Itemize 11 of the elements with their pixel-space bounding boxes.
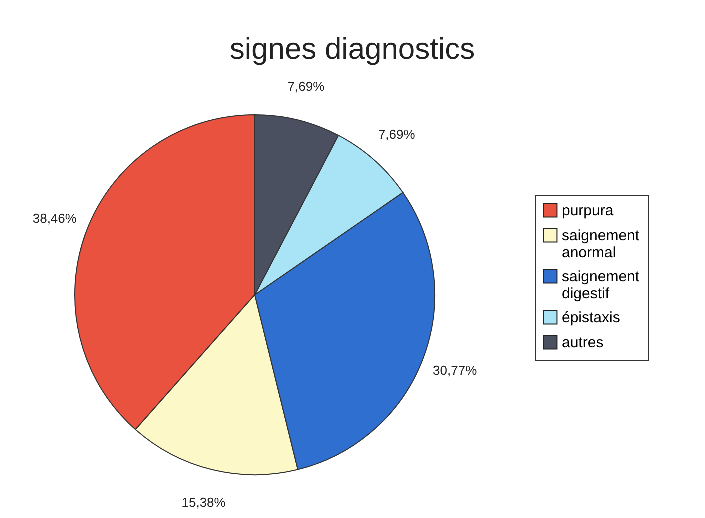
legend-label: saignement digestif: [562, 268, 640, 302]
legend-label: saignement anormal: [562, 228, 640, 262]
data-label: 7,69%: [288, 79, 326, 94]
data-label: 38,46%: [32, 211, 78, 226]
data-label: 7,69%: [378, 126, 416, 142]
data-label: 30,77%: [433, 362, 478, 378]
legend-label: autres: [562, 334, 604, 352]
legend-label: épistaxis: [562, 310, 620, 326]
chart-title: signes diagnostics: [230, 33, 476, 66]
legend-label: purpura: [562, 202, 614, 220]
data-label: 15,38%: [182, 494, 226, 510]
